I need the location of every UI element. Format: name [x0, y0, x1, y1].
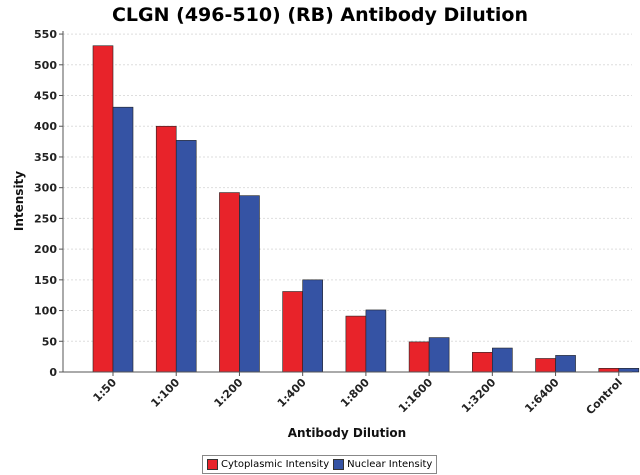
grid-lines: [63, 33, 632, 342]
bars: [92, 45, 640, 373]
y-tick-label: 350: [34, 151, 57, 164]
bar-cytoplasmic-1-50: [92, 45, 114, 373]
x-tick-label: 1:800: [338, 376, 372, 410]
x-tick-label: 1:200: [212, 376, 246, 410]
y-tick-label: 500: [34, 59, 57, 72]
x-ticks: 1:50 1:100 1:200 1:400 1:800 1:1600 1:3200 1:64…: [91, 372, 625, 417]
legend-swatch: [333, 459, 345, 470]
bar-cytoplasmic-1-800: [345, 315, 367, 373]
x-tick-label: 1:50: [91, 376, 120, 405]
y-tick-label: 150: [34, 274, 57, 287]
legend-label: Nuclear Intensity: [347, 459, 433, 470]
bar-nuclear-1-3200: [492, 347, 513, 373]
y-tick-label: 550: [34, 28, 57, 41]
bar-nuclear-1-100: [175, 140, 197, 373]
y-axis-label: Intensity: [12, 171, 26, 231]
axes: [62, 31, 632, 373]
x-axis-label: Antibody Dilution: [288, 426, 406, 440]
y-tick-label: 300: [34, 182, 57, 195]
bar-cytoplasmic-1-1600: [408, 341, 430, 373]
x-tick-label: 1:400: [275, 376, 309, 410]
y-tick-label: 0: [49, 366, 57, 379]
legend-item-nuclear: Nuclear Intensity: [333, 459, 432, 470]
bar-cytoplasmic-1-100: [155, 125, 177, 373]
legend-label: Cytoplasmic Intensity: [221, 459, 330, 470]
legend-swatch: [207, 459, 218, 470]
x-tick-label: 1:1600: [396, 376, 436, 416]
bar-nuclear-1-6400: [555, 355, 576, 373]
bar-cytoplasmic-1-3200: [472, 352, 493, 373]
y-tick-label: 250: [34, 212, 57, 225]
x-tick-label: 1:6400: [522, 376, 562, 416]
bar-nuclear-1-200: [239, 195, 260, 373]
bar-cytoplasmic-control: [598, 368, 620, 373]
bar-cytoplasmic-1-400: [282, 291, 303, 373]
bar-cytoplasmic-1-6400: [535, 358, 556, 373]
y-tick-label: 200: [34, 243, 57, 256]
y-tick-label: 50: [42, 335, 58, 348]
x-tick-label: 1:100: [148, 376, 182, 410]
bar-nuclear-1-400: [302, 279, 323, 373]
x-tick-label: Control: [584, 376, 625, 417]
bar-nuclear-1-1600: [428, 337, 450, 373]
y-tick-label: 100: [34, 305, 57, 318]
legend: Cytoplasmic Intensity Nuclear Intensity: [202, 455, 438, 474]
y-tick-label: 450: [34, 90, 57, 103]
y-tick-label: 400: [34, 120, 57, 133]
bar-nuclear-1-800: [365, 309, 387, 373]
chart-title: CLGN (496-510) (RB) Antibody Dilution: [111, 4, 529, 26]
legend-item-cytoplasmic: Cytoplasmic Intensity: [207, 459, 329, 470]
bar-nuclear-1-50: [112, 106, 134, 373]
bar-nuclear-control: [618, 368, 640, 373]
bar-cytoplasmic-1-200: [219, 192, 240, 373]
y-ticks: 0 50 100 150 200 250 300 350 400 450 500 550: [34, 28, 63, 379]
x-tick-label: 1:3200: [459, 376, 499, 416]
